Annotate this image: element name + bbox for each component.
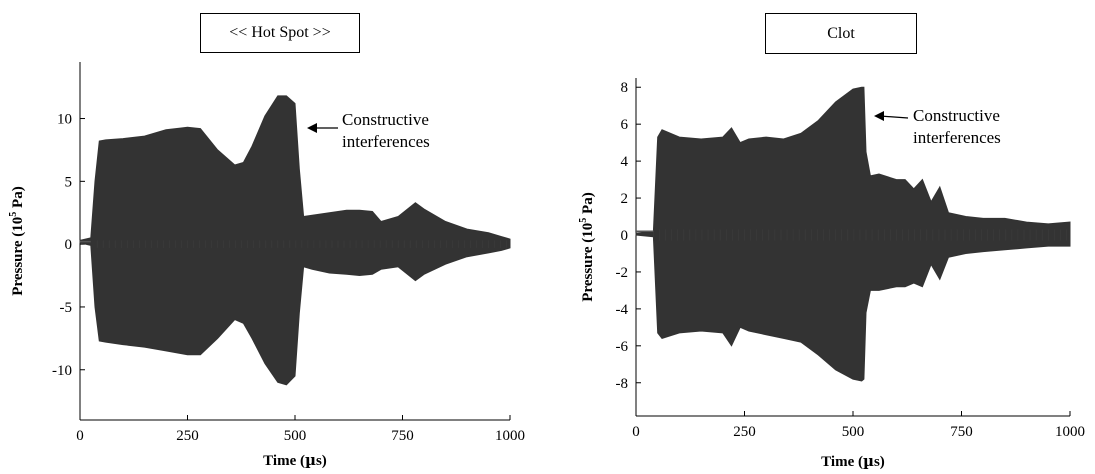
clot-y-tick-label: -8 — [616, 376, 629, 392]
clot-y-tick-label: -2 — [616, 265, 629, 281]
hot-spot-y-tick-label: 10 — [57, 112, 72, 128]
hot-spot-x-tick-label: 750 — [391, 428, 414, 444]
hot-spot-x-tick-label: 0 — [76, 428, 84, 444]
clot-y-tick-label: -6 — [616, 339, 629, 355]
clot-pressure-signal — [635, 86, 1071, 382]
hot-spot-annotation-arrowhead — [307, 123, 317, 133]
clot-annotation-arrow — [879, 115, 909, 119]
hot-spot-annotation: Constructive interferences — [342, 110, 430, 151]
clot-x-tick-label: 1000 — [1055, 424, 1085, 440]
chart-title-hot-spot: << Hot Spot >> — [200, 13, 360, 53]
hot-spot-x-tick-label: 250 — [176, 428, 199, 444]
hot-spot-x-tick-label: 500 — [284, 428, 307, 444]
hot-spot-x-tick-label: 1000 — [495, 428, 525, 444]
clot-y-tick-label: 2 — [621, 191, 629, 207]
hot-spot-pressure-signal — [79, 95, 511, 386]
clot-y-axis-label: Pressure (105 Pa) — [578, 192, 596, 301]
clot-x-tick-label: 500 — [842, 424, 865, 440]
clot-y-tick-label: 4 — [621, 154, 629, 170]
clot-y-tick-label: 6 — [621, 117, 629, 133]
chart-title-clot: Clot — [765, 13, 917, 54]
clot-x-tick-label: 0 — [632, 424, 640, 440]
hot-spot-y-tick-label: -5 — [60, 300, 73, 316]
hot-spot-y-tick-label: -10 — [52, 363, 72, 379]
clot-chart: 0 250 500 750 1000 8 6 4 2 0 -2 -4 -6 -8 Pressure (105… — [578, 78, 1085, 470]
clot-x-tick-label: 250 — [733, 424, 756, 440]
clot-y-tick-label: -4 — [616, 302, 629, 318]
clot-x-axis-label: Time (µs) — [821, 452, 885, 470]
clot-y-tick-label: 8 — [621, 80, 629, 96]
hot-spot-x-axis-label: Time (µs) — [263, 451, 327, 469]
clot-y-tick-label: 0 — [621, 228, 629, 244]
clot-x-tick-label: 750 — [950, 424, 973, 440]
hot-spot-y-tick-label: 5 — [65, 174, 73, 190]
hot-spot-y-axis-label: Pressure (105 Pa) — [8, 186, 26, 295]
clot-annotation: Constructive interferences — [913, 106, 1001, 147]
clot-annotation-arrowhead — [874, 111, 884, 121]
hot-spot-y-tick-label: 0 — [65, 237, 73, 253]
hot-spot-chart: 0 250 500 750 1000 10 5 0 -5 -10 Pressure (105 Pa)… — [8, 62, 525, 469]
